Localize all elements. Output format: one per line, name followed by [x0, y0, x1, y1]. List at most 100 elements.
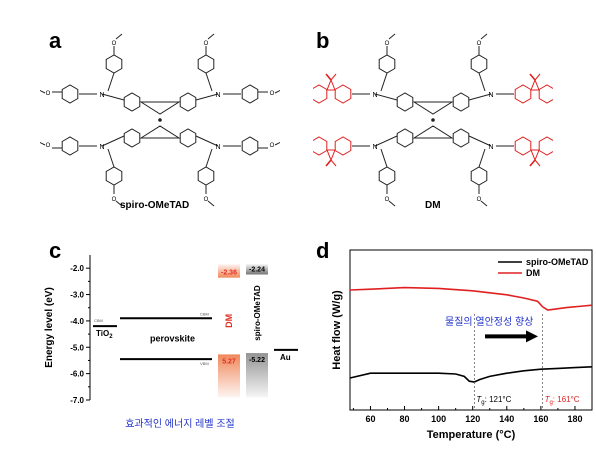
core-ring	[452, 92, 470, 112]
energy-level-chart: -2.0 -3.0 -4.0 -5.0 -6.0 -7.0 Energy level (eV…	[44, 255, 298, 430]
methyl-bond	[207, 200, 215, 207]
five-ring-top	[139, 101, 181, 115]
methyl-bond	[388, 200, 396, 207]
perovskite-cbm-tag: CBM	[200, 311, 209, 316]
x-tick-label: 80	[400, 414, 410, 424]
oxygen-label: O	[112, 197, 117, 203]
x-axis-label: Temperature (°C)	[427, 429, 516, 441]
bond	[195, 93, 219, 101]
legend-label-spiro-ometad: spiro-OMeTAD	[526, 257, 589, 267]
series-line-dm	[349, 286, 593, 311]
fluorene-ring	[334, 136, 352, 156]
oxygen-label: O	[204, 197, 209, 203]
oxygen-label: O	[385, 41, 390, 47]
nitrogen-label: N	[372, 92, 377, 99]
fluorene-ring	[334, 84, 352, 104]
spiro-lumo-band	[246, 264, 268, 275]
spiro-center	[158, 118, 162, 122]
methyl-bond	[534, 73, 541, 81]
y-tick-label: -7.0	[70, 396, 84, 405]
x-tick-label: 160	[533, 414, 548, 424]
tio2-label: TiO2	[96, 329, 113, 340]
tg-value: : 161°C	[553, 395, 580, 404]
tg-subscript: g	[549, 400, 552, 406]
x-tick-label: 100	[431, 414, 446, 424]
bond	[468, 135, 492, 147]
methyl-bond	[274, 89, 280, 94]
core-ring	[179, 92, 197, 112]
fluorene-ring	[313, 136, 328, 156]
y-axis-label: Energy level (eV)	[44, 287, 55, 368]
y-tick-label: -5.0	[70, 343, 84, 352]
tio2-subscript: 2	[109, 334, 113, 340]
core-ring	[179, 128, 197, 148]
arrow-head	[526, 330, 538, 343]
x-tick-label: 60	[365, 414, 375, 424]
tg-marker-label: Tg: 121°C	[476, 395, 511, 406]
fluorene-ring	[514, 84, 532, 104]
dm-structure: N O N O N O N O	[313, 33, 553, 207]
fluorene-five-ring	[326, 149, 336, 162]
panel-letter-d: d	[316, 238, 330, 263]
tg-marker-label: Tg: 161°C	[545, 395, 580, 406]
au-label: Au	[280, 353, 291, 362]
nitrogen-label: N	[372, 144, 377, 151]
methoxyphenyl-ring	[197, 166, 215, 186]
plot-frame	[349, 249, 593, 411]
x-tick-label: 180	[567, 414, 582, 424]
bond	[478, 72, 486, 92]
methyl-bond	[115, 200, 123, 207]
core-ring	[396, 92, 414, 112]
methoxyphenyl-ring	[241, 136, 259, 156]
five-ring-top	[412, 101, 454, 115]
tg-subscript: g	[481, 400, 484, 406]
dm-lumo-label: -2.36	[221, 270, 237, 277]
core-ring	[396, 128, 414, 148]
methyl-bond	[480, 200, 488, 207]
nitrogen-label: N	[99, 144, 104, 151]
oxygen-label: O	[204, 41, 209, 47]
methoxyphenyl-ring	[197, 54, 215, 74]
dm-caption: DM	[425, 200, 441, 211]
methoxyphenyl-ring	[378, 166, 396, 186]
bond	[380, 148, 388, 168]
methyl-bond	[529, 159, 536, 167]
fluorene-five-ring	[530, 78, 540, 91]
fluorene-ring	[514, 136, 532, 156]
methyl-bond	[325, 73, 332, 81]
bond	[374, 93, 398, 101]
panel-letter-c: c	[49, 238, 62, 263]
fluorene-ring	[313, 84, 328, 104]
methoxyphenyl-ring	[61, 84, 79, 104]
perovskite-label: perovskite	[150, 334, 195, 344]
oxygen-label: O	[46, 143, 51, 149]
tio2-tag: CBM	[94, 318, 103, 323]
tg-value: : 121°C	[485, 395, 512, 404]
dsc-chart: 60 80 100 120 140 160 180 Temperature (°C) Heat …	[331, 249, 593, 441]
bond	[380, 72, 388, 92]
legend-label-dm: DM	[526, 268, 540, 278]
methoxyphenyl-ring	[61, 136, 79, 156]
spiro-center	[431, 118, 435, 122]
nitrogen-label: N	[215, 144, 220, 151]
oxygen-label: O	[46, 91, 51, 97]
methyl-bond	[207, 33, 215, 40]
bond	[101, 93, 125, 101]
dm-label: DM	[224, 314, 234, 328]
fluorene-ring	[538, 136, 553, 156]
five-ring-bottom	[412, 125, 454, 139]
y-tick-label: -4.0	[70, 317, 84, 326]
spiro-ometad-structure: N O O N O O N O O N O O	[40, 33, 280, 207]
y-tick-label: -6.0	[70, 370, 84, 379]
methyl-bond	[325, 159, 332, 167]
dm-lumo-band	[218, 264, 240, 278]
oxygen-label: O	[270, 143, 275, 149]
methyl-bond	[480, 33, 488, 40]
methoxyphenyl-ring	[470, 166, 488, 186]
tg-symbol: T	[476, 395, 482, 404]
bond	[101, 135, 125, 147]
core-ring	[123, 92, 141, 112]
stability-annotation: 물질의 열안정성 향상	[445, 316, 533, 328]
fluorene-five-ring	[530, 149, 540, 162]
methyl-bond	[115, 33, 123, 40]
